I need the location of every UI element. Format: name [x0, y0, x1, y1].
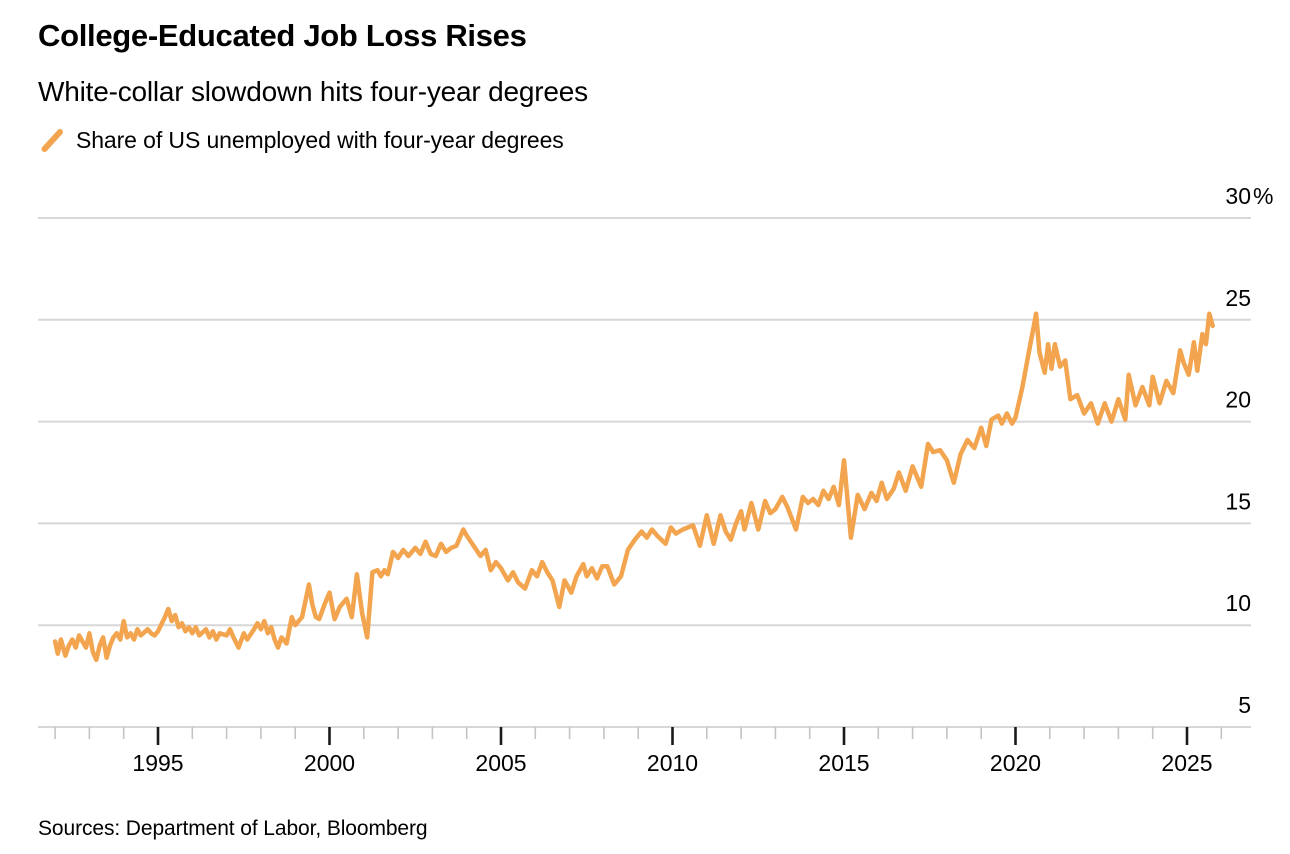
svg-text:20: 20 — [1225, 387, 1251, 413]
chart-subtitle: White-collar slowdown hits four-year deg… — [38, 76, 588, 107]
svg-text:15: 15 — [1225, 488, 1251, 514]
legend-line-icon — [41, 129, 63, 152]
legend: Share of US unemployed with four-year de… — [40, 127, 564, 154]
source-note: Sources: Department of Labor, Bloomberg — [38, 817, 428, 840]
legend-label: Share of US unemployed with four-year de… — [76, 127, 564, 153]
svg-text:%: % — [1253, 183, 1273, 209]
svg-text:10: 10 — [1225, 590, 1251, 616]
svg-text:2020: 2020 — [990, 750, 1041, 776]
svg-text:2025: 2025 — [1161, 750, 1212, 776]
svg-text:5: 5 — [1238, 692, 1251, 718]
chart-title: College-Educated Job Loss Rises — [38, 18, 527, 53]
svg-text:2005: 2005 — [475, 750, 526, 776]
svg-text:2000: 2000 — [304, 750, 355, 776]
svg-text:2015: 2015 — [818, 750, 869, 776]
svg-text:2010: 2010 — [647, 750, 698, 776]
svg-text:30: 30 — [1225, 183, 1251, 209]
svg-text:25: 25 — [1225, 285, 1251, 311]
svg-text:1995: 1995 — [132, 750, 183, 776]
